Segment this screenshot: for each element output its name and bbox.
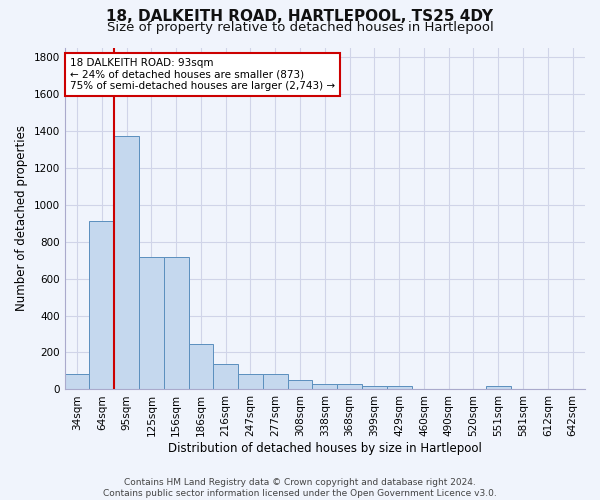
Bar (287, 380, 313, 390)
Text: 18, DALKEITH ROAD, HARTLEPOOL, TS25 4DY: 18, DALKEITH ROAD, HARTLEPOOL, TS25 4DY (107, 9, 493, 24)
Text: Contains HM Land Registry data © Crown copyright and database right 2024.
Contai: Contains HM Land Registry data © Crown c… (103, 478, 497, 498)
Bar (238, 374, 263, 390)
X-axis label: Distribution of detached houses by size in Hartlepool: Distribution of detached houses by size … (168, 442, 482, 455)
Bar (486, 386, 511, 390)
Bar (164, 258, 188, 390)
Text: 18 DALKEITH ROAD: 93sqm
← 24% of detached houses are smaller (873)
75% of semi-d: 18 DALKEITH ROAD: 93sqm ← 24% of detache… (70, 58, 335, 91)
Bar (313, 384, 337, 390)
Text: Size of property relative to detached houses in Hartlepool: Size of property relative to detached ho… (107, 21, 493, 34)
Bar (89, 222, 114, 390)
Bar (65, 374, 89, 390)
Bar (188, 344, 214, 390)
Bar (362, 386, 387, 390)
Bar (387, 386, 412, 390)
Bar (337, 384, 362, 390)
Y-axis label: Number of detached properties: Number of detached properties (15, 126, 28, 312)
Bar (263, 374, 287, 390)
Bar (214, 364, 238, 390)
Bar (114, 136, 139, 390)
Bar (139, 258, 164, 390)
